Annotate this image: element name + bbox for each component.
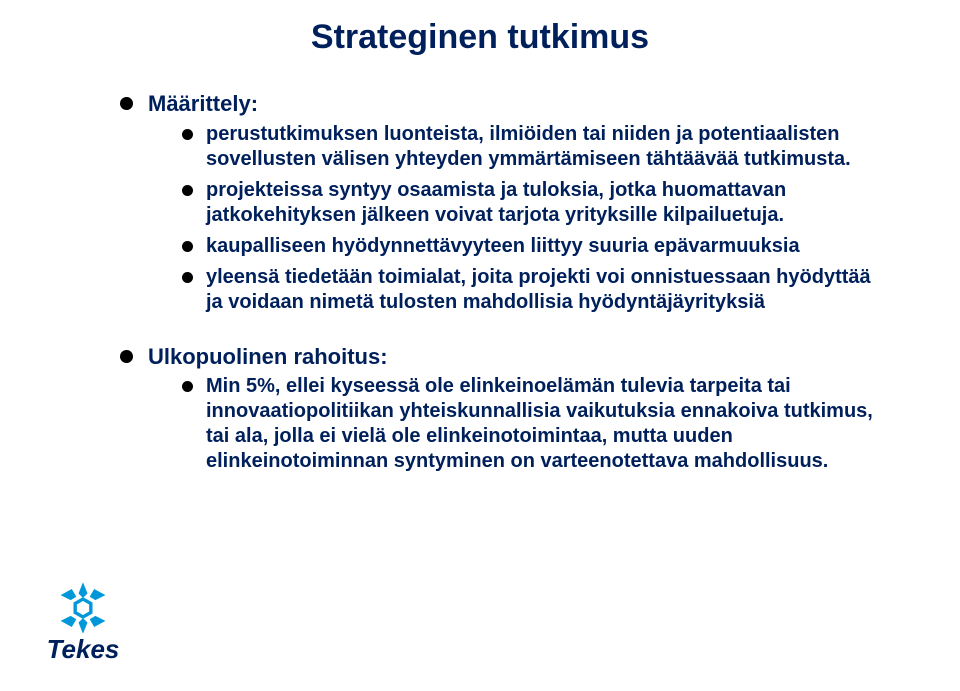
definition-items: perustutkimuksen luonteista, ilmiöiden t…: [148, 122, 880, 315]
heading-text: Määrittely:: [148, 91, 258, 116]
list-item: kaupalliseen hyödynnettävyyteen liittyy …: [182, 234, 880, 259]
slide-title: Strateginen tutkimus: [0, 18, 960, 57]
list-item: Min 5%, ellei kyseessä ole elinkeinoeläm…: [182, 374, 880, 474]
tekes-logo: Tekes: [28, 580, 138, 665]
content-area: Määrittely: perustutkimuksen luonteista,…: [120, 90, 880, 488]
snowflake-icon: [55, 580, 111, 636]
heading-text: Ulkopuolinen rahoitus:: [148, 344, 388, 369]
section-list: Ulkopuolinen rahoitus: Min 5%, ellei kys…: [120, 343, 880, 475]
section-heading-definition: Määrittely: perustutkimuksen luonteista,…: [120, 90, 880, 315]
funding-items: Min 5%, ellei kyseessä ole elinkeinoeläm…: [148, 374, 880, 474]
list-item: yleensä tiedetään toimialat, joita proje…: [182, 265, 880, 315]
section-heading-funding: Ulkopuolinen rahoitus: Min 5%, ellei kys…: [120, 343, 880, 475]
list-item: perustutkimuksen luonteista, ilmiöiden t…: [182, 122, 880, 172]
list-item: projekteissa syntyy osaamista ja tuloksi…: [182, 178, 880, 228]
spacer: [120, 329, 880, 343]
logo-text: Tekes: [28, 634, 138, 665]
section-list: Määrittely: perustutkimuksen luonteista,…: [120, 90, 880, 315]
slide: Strateginen tutkimus Määrittely: perustu…: [0, 0, 960, 691]
